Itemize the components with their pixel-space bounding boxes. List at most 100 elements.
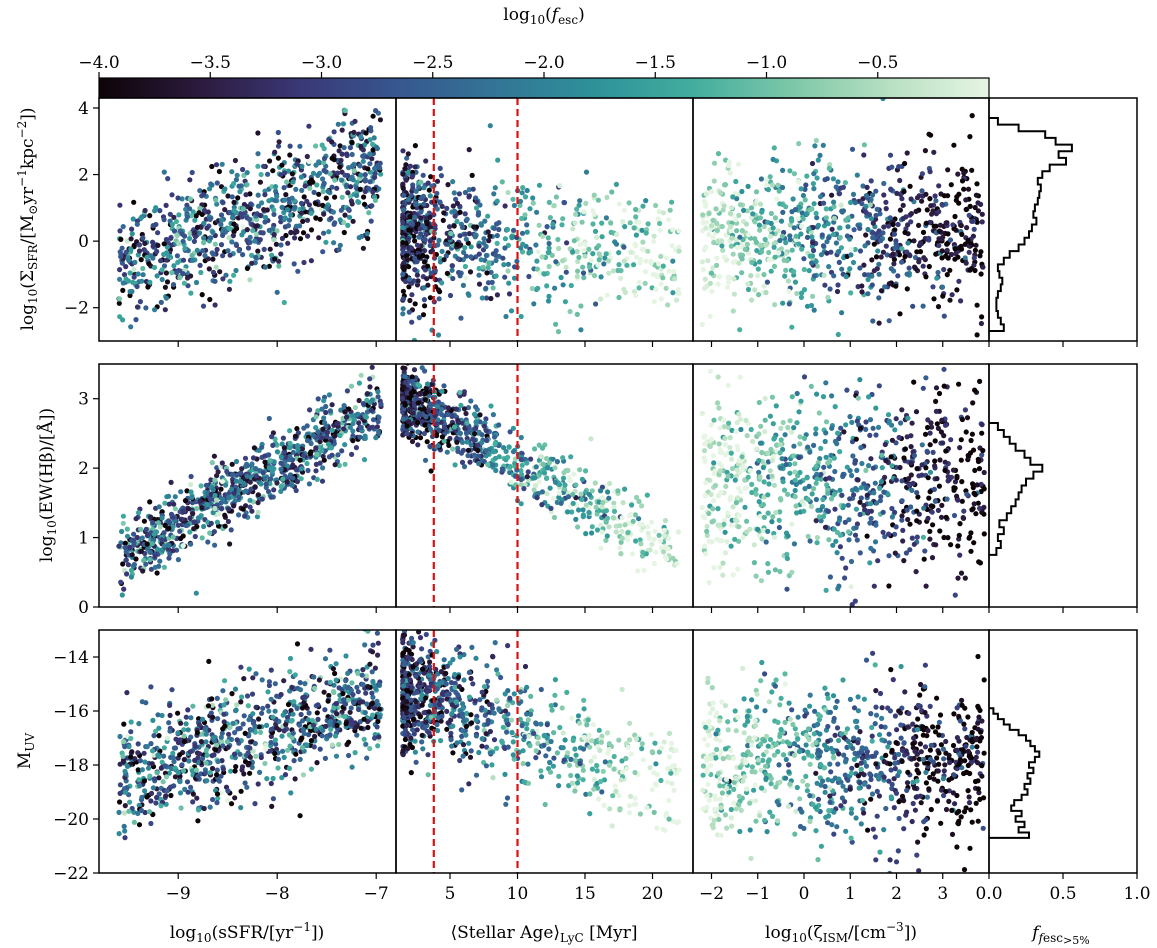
scatter-point (869, 257, 875, 263)
scatter-point (568, 282, 574, 289)
scatter-point (435, 332, 442, 338)
scatter-point (573, 482, 579, 488)
scatter-point (794, 290, 800, 297)
scatter-point (739, 270, 745, 276)
scatter-point (919, 472, 925, 478)
scatter-point (477, 202, 483, 208)
scatter-point (540, 461, 546, 467)
scatter-point (800, 192, 807, 199)
scatter-point (855, 395, 861, 401)
scatter-point (343, 414, 350, 420)
scatter-point (307, 179, 313, 186)
scatter-point (184, 488, 190, 494)
scatter-point (444, 449, 450, 455)
scatter-point (437, 289, 443, 295)
scatter-point (927, 196, 933, 202)
scatter-point (617, 275, 624, 281)
scatter-point (961, 170, 967, 176)
scatter-point (247, 277, 253, 283)
scatter-point (171, 263, 177, 269)
scatter-point (494, 233, 500, 239)
scatter-point (298, 174, 304, 180)
scatter-point (132, 259, 138, 265)
scatter-point (129, 552, 135, 558)
scatter-point (320, 249, 326, 255)
scatter-point (534, 266, 541, 272)
scatter-point (534, 495, 540, 501)
scatter-point (727, 274, 733, 280)
scatter-point (400, 271, 406, 277)
scatter-point (147, 279, 153, 285)
scatter-point (453, 196, 459, 202)
scatter-point (455, 417, 461, 423)
scatter-point (941, 193, 948, 199)
scatter-point (209, 460, 215, 466)
scatter-point (488, 403, 494, 409)
colorbar-label: log10(fesc) (503, 5, 584, 27)
scatter-point (825, 294, 831, 300)
scatter-point (304, 153, 310, 160)
scatter-point (637, 537, 643, 543)
scatter-point (375, 389, 381, 395)
scatter-point (599, 234, 605, 240)
scatter-point (545, 298, 552, 304)
scatter-point (558, 274, 564, 281)
scatter-point (200, 192, 206, 198)
scatter-point (833, 184, 839, 190)
scatter-point (822, 177, 828, 183)
scatter-point (215, 469, 221, 475)
scatter-point (619, 528, 625, 535)
scatter-point (287, 445, 293, 451)
scatter-point (406, 309, 412, 315)
panel-sigma-frac (988, 97, 1138, 347)
scatter-point (189, 494, 195, 500)
scatter-point (325, 188, 331, 195)
scatter-point (758, 423, 764, 429)
scatter-point (493, 273, 499, 279)
scatter-point (276, 263, 282, 269)
scatter-point (232, 157, 238, 164)
scatter-point (466, 187, 472, 193)
scatter-point (501, 262, 507, 268)
scatter-point (182, 498, 189, 504)
scatter-point (658, 296, 665, 302)
scatter-point (283, 454, 289, 460)
scatter-point (282, 197, 288, 203)
scatter-point (913, 208, 919, 214)
scatter-point (311, 189, 317, 195)
y-tick-label: 2 (78, 459, 89, 479)
scatter-point (891, 261, 897, 267)
scatter-point (462, 245, 468, 251)
scatter-point (522, 212, 528, 218)
scatter-point (133, 516, 139, 522)
scatter-point (593, 301, 599, 307)
colorbar-tick-label: −3.0 (301, 53, 342, 73)
scatter-point (804, 234, 811, 240)
scatter-point (143, 305, 149, 311)
scatter-point (424, 439, 430, 445)
scatter-point (779, 184, 786, 191)
scatter-point (485, 213, 491, 219)
scatter-point (166, 520, 173, 526)
scatter-point (541, 470, 548, 476)
scatter-point (339, 194, 345, 200)
scatter-point (740, 534, 746, 540)
scatter-point (237, 470, 243, 476)
y-tick-label: 4 (78, 99, 89, 119)
scatter-point (870, 235, 876, 241)
scatter-point (468, 254, 474, 260)
scatter-point (428, 249, 434, 255)
scatter-point (920, 263, 926, 269)
scatter-point (718, 190, 724, 196)
scatter-point (189, 169, 195, 176)
scatter-point (410, 173, 416, 179)
scatter-point (663, 255, 670, 261)
scatter-point (400, 365, 406, 371)
scatter-point (620, 218, 626, 225)
scatter-point (616, 250, 622, 256)
scatter-point (117, 276, 123, 282)
scatter-point (863, 203, 869, 209)
scatter-point (838, 202, 844, 208)
scatter-point (848, 199, 854, 206)
scatter-point (362, 188, 368, 195)
